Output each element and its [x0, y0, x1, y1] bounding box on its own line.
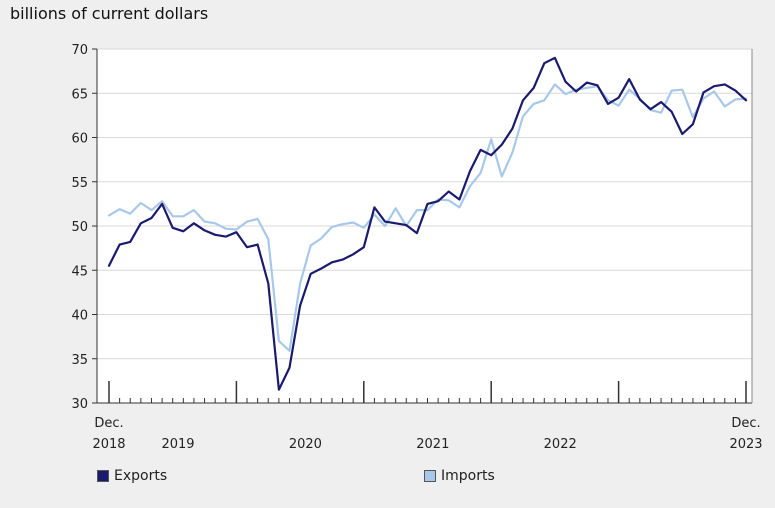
legend-item-imports: Imports: [424, 466, 495, 486]
y-tick-label-50: 50: [71, 220, 88, 235]
y-tick-label-40: 40: [71, 309, 88, 324]
x-tick-label-line1: Dec.: [94, 416, 123, 431]
legend-label-exports: Exports: [114, 468, 168, 484]
y-tick-label-30: 30: [71, 397, 88, 412]
x-tick-label-2022: 2022: [544, 437, 577, 452]
x-tick-label-line1: Dec.: [731, 416, 760, 431]
y-tick-label-35: 35: [71, 353, 88, 368]
x-tick-label-2020: 2020: [289, 437, 322, 452]
y-tick-label-70: 70: [71, 43, 88, 58]
y-tick-label-45: 45: [71, 264, 88, 279]
legend-label-imports: Imports: [441, 468, 495, 484]
legend-swatch-exports: [97, 470, 109, 482]
series-lines: [107, 56, 748, 391]
y-tick-label-60: 60: [71, 132, 88, 147]
x-tick-label-2023: 2023: [729, 437, 762, 452]
tick-labels: 30 35 40 45 50 55 60 65 70 Dec. 2018 2019 2020 2021 20…: [71, 43, 762, 452]
gridlines: [97, 48, 752, 404]
y-tick-label-55: 55: [71, 176, 88, 191]
x-tick-label-2021: 2021: [416, 437, 449, 452]
x-tick-label-2018: 2018: [92, 437, 125, 452]
x-tick-label-2019: 2019: [161, 437, 194, 452]
y-axis-unit-label: billions of current dollars: [10, 4, 209, 23]
legend-swatch-imports: [424, 470, 436, 482]
axes: [92, 48, 753, 404]
legend-item-exports: Exports: [97, 466, 167, 486]
y-tick-label-65: 65: [71, 87, 88, 102]
series-line-exports: [107, 56, 748, 391]
